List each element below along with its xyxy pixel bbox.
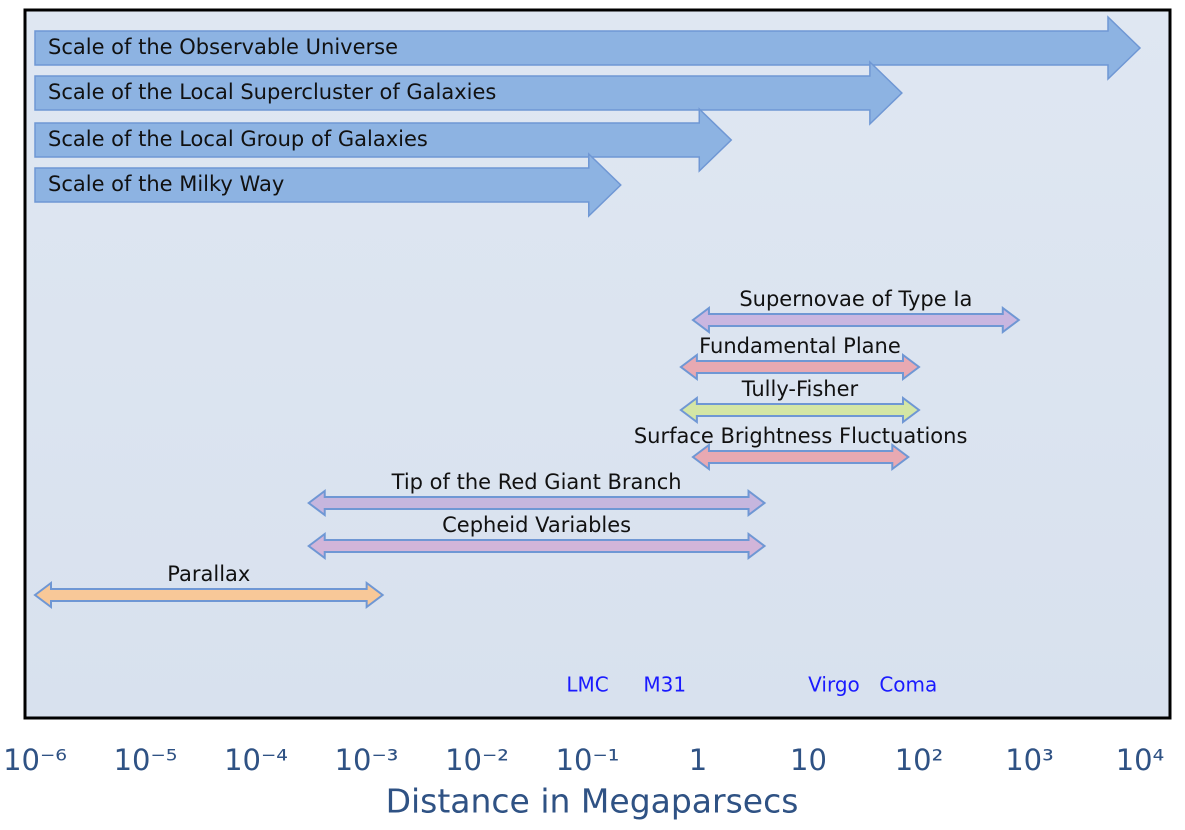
scale-label: Scale of the Milky Way [48, 172, 284, 196]
x-tick-label: 10⁻⁶ [3, 743, 67, 777]
galaxy-label: M31 [643, 673, 686, 697]
method-label: Tully-Fisher [741, 377, 859, 401]
method-arrow [33, 581, 385, 609]
method-arrow [307, 489, 767, 517]
galaxy-label: Coma [879, 673, 937, 697]
x-tick-label: 10² [895, 743, 944, 777]
galaxy-label: LMC [566, 673, 608, 697]
galaxy-label: Virgo [808, 673, 860, 697]
scale-arrow [34, 152, 622, 218]
x-tick-label: 10³ [1005, 743, 1054, 777]
x-tick-label: 10⁴ [1116, 743, 1165, 777]
x-tick-label: 10⁻⁴ [224, 743, 288, 777]
method-label: Fundamental Plane [699, 334, 901, 358]
method-arrow [679, 396, 921, 424]
x-tick-label: 10⁻² [445, 743, 509, 777]
method-label: Parallax [167, 562, 250, 586]
x-tick-label: 10⁻⁵ [114, 743, 178, 777]
scale-arrow [34, 15, 1142, 81]
method-arrow [307, 532, 767, 560]
method-label: Supernovae of Type Ia [739, 287, 972, 311]
x-axis-label: Distance in Megaparsecs [386, 782, 799, 821]
method-label: Surface Brightness Fluctuations [634, 424, 968, 448]
method-label: Cepheid Variables [442, 513, 631, 537]
scale-arrow [34, 60, 903, 126]
method-arrow [679, 353, 921, 381]
scale-label: Scale of the Observable Universe [48, 35, 398, 59]
method-arrow [691, 306, 1021, 334]
x-tick-label: 10⁻¹ [556, 743, 620, 777]
x-tick-label: 1 [689, 743, 707, 777]
scale-label: Scale of the Local Supercluster of Galax… [48, 80, 496, 104]
plot-frame [23, 8, 1172, 720]
x-tick-label: 10⁻³ [335, 743, 399, 777]
method-label: Tip of the Red Giant Branch [391, 470, 682, 494]
scale-label: Scale of the Local Group of Galaxies [48, 127, 428, 151]
method-arrow [691, 443, 910, 471]
x-tick-label: 10 [790, 743, 827, 777]
scale-arrow [34, 107, 733, 173]
